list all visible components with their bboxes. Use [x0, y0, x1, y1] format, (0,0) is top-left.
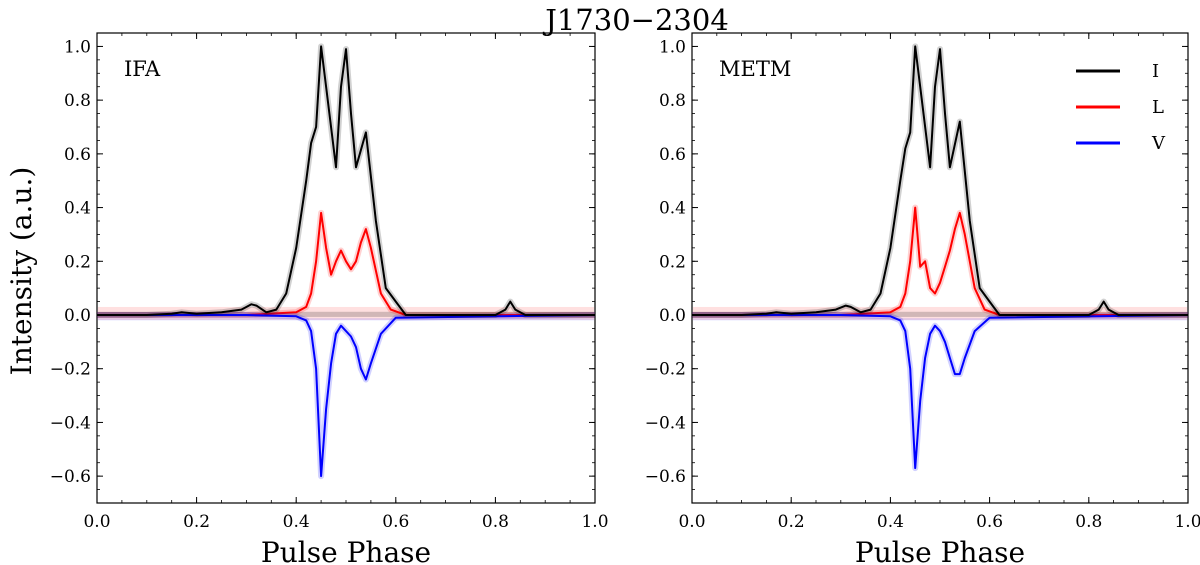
baseline-noise-band	[98, 311, 594, 317]
x-tick-label: 0.8	[1075, 512, 1102, 532]
y-tick-label: 0.6	[64, 145, 91, 165]
y-tick-label: 0.0	[64, 306, 91, 326]
y-tick-label: −0.4	[645, 413, 686, 433]
series-halo-v	[97, 312, 596, 480]
y-tick-label: −0.6	[50, 467, 91, 487]
series-halo-i	[97, 43, 595, 318]
x-axis-label-right: Pulse Phase	[855, 536, 1025, 565]
y-tick-label: 0.2	[659, 252, 686, 272]
y-tick-label: −0.4	[50, 413, 91, 433]
y-tick-label: 1.0	[64, 37, 91, 57]
series-line-i	[692, 45, 1188, 316]
x-tick-label: 0.0	[678, 512, 705, 532]
series-halo-l	[692, 204, 1188, 318]
series-line-i	[97, 45, 595, 316]
legend-label-i: I	[1152, 61, 1159, 82]
x-tick-label: 1.0	[581, 512, 608, 532]
series-line-l	[97, 211, 595, 316]
y-axis-label: Intensity (a.u.)	[5, 167, 38, 376]
y-tick-label: 1.0	[659, 37, 686, 57]
panel-ifa: 1.0 0.8 0.6 0.4 0.2 0.0 −0.2 −0.4 −0.6 0.0 0.2 0.4 0…	[50, 32, 609, 532]
x-tick-label: 0.6	[976, 512, 1003, 532]
y-tick-label: 0.8	[659, 91, 686, 111]
legend-label-v: V	[1151, 133, 1166, 154]
series-line-l	[692, 206, 1188, 316]
y-tick-label: 0.0	[659, 306, 686, 326]
panel-label: METM	[719, 57, 791, 81]
chart-title: J1730−2304	[542, 3, 729, 37]
x-tick-label: 1.0	[1174, 512, 1200, 532]
x-tick-label: 0.2	[183, 512, 210, 532]
x-tick-label: 0.8	[482, 512, 509, 532]
y-tick-label: −0.2	[645, 360, 686, 380]
panel-label: IFA	[124, 57, 161, 81]
x-tick-label: 0.6	[382, 512, 409, 532]
baseline-noise-band	[693, 318, 1187, 321]
y-tick-label: 0.2	[64, 252, 91, 272]
legend: ILV	[1076, 61, 1166, 154]
series-line-v	[692, 314, 1189, 470]
panel-metm: 1.0 0.8 0.6 0.4 0.2 0.0 −0.2 −0.4 −0.6 0.0 0.2 0.4 0…	[645, 32, 1200, 532]
axes-frame	[691, 32, 1189, 504]
y-tick-label: 0.8	[64, 91, 91, 111]
x-tick-label: 0.2	[778, 512, 805, 532]
baseline-noise-band	[98, 318, 594, 321]
x-axis-label-left: Pulse Phase	[261, 536, 431, 565]
y-tick-label: −0.2	[50, 360, 91, 380]
series-halo-l	[97, 209, 595, 318]
y-tick-label: −0.6	[645, 467, 686, 487]
series-halo-v	[692, 312, 1189, 472]
axes-frame	[96, 32, 596, 504]
y-tick-label: 0.6	[659, 145, 686, 165]
baseline-noise-band	[693, 311, 1187, 317]
y-tick-label: 0.4	[659, 199, 686, 219]
y-tick-label: 0.4	[64, 199, 91, 219]
x-tick-label: 0.0	[83, 512, 110, 532]
x-tick-label: 0.4	[877, 512, 904, 532]
series-line-v	[97, 314, 596, 478]
legend-label-l: L	[1152, 97, 1164, 118]
x-tick-label: 0.4	[283, 512, 310, 532]
